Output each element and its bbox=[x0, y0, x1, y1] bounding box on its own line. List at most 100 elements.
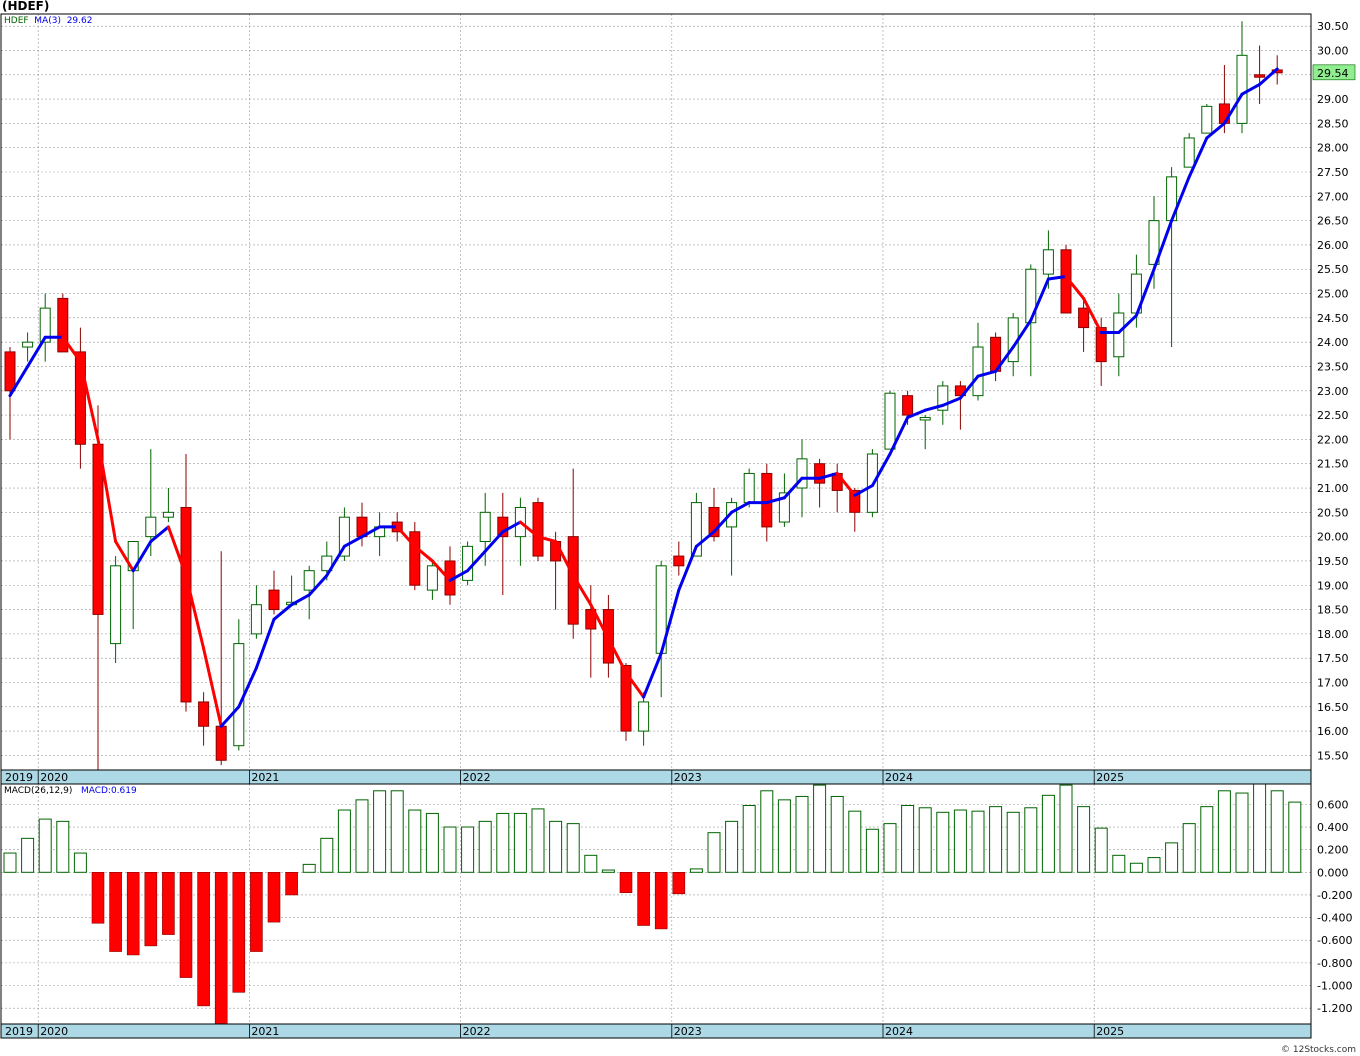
ma-segment bbox=[976, 369, 998, 378]
ma-segment bbox=[219, 705, 241, 728]
macd-bar-positive bbox=[725, 820, 739, 873]
ma-segment bbox=[958, 374, 980, 400]
candle-body-down bbox=[849, 489, 861, 513]
candle-body-up bbox=[937, 385, 949, 411]
candle bbox=[1183, 133, 1195, 168]
ma-segment bbox=[1152, 219, 1174, 271]
candle-body-up bbox=[426, 565, 438, 591]
macd-bar-positive bbox=[531, 808, 545, 873]
ma-segment bbox=[96, 437, 118, 543]
candle bbox=[22, 332, 34, 362]
ma-segment bbox=[554, 539, 575, 578]
macd-bar-negative bbox=[144, 872, 158, 947]
x-tick-label: 2019 bbox=[5, 771, 33, 784]
ma-segment bbox=[1011, 318, 1033, 349]
ma-segment bbox=[166, 525, 188, 578]
price-tick-label: 17.50 bbox=[1317, 652, 1349, 665]
macd-bar-negative bbox=[109, 872, 122, 952]
macd-bar-positive bbox=[795, 795, 809, 873]
ma-segment bbox=[1170, 175, 1191, 223]
candle-body-down bbox=[1078, 307, 1090, 329]
candle-body-down bbox=[1095, 327, 1107, 363]
macd-bar-positive bbox=[478, 820, 492, 873]
candle-body-up bbox=[1113, 312, 1125, 358]
price-tick-label: 17.00 bbox=[1317, 676, 1349, 689]
price-tick-label: 16.50 bbox=[1317, 701, 1349, 714]
price-tick-label: 27.50 bbox=[1317, 166, 1349, 179]
ma-segment bbox=[149, 525, 170, 543]
x-tick-label-macd: 2023 bbox=[674, 1025, 702, 1038]
candle-body-up bbox=[110, 565, 122, 645]
candle bbox=[145, 449, 157, 557]
macd-bar-negative bbox=[250, 872, 263, 952]
macd-bar-negative bbox=[214, 872, 228, 1025]
ma-segment bbox=[466, 549, 487, 573]
candle-body-down bbox=[902, 395, 914, 416]
macd-bar-negative bbox=[179, 872, 193, 978]
legend-ma-label: MA(3) bbox=[34, 16, 61, 26]
candle bbox=[409, 522, 421, 591]
candle-body-up bbox=[338, 516, 350, 557]
macd-bar-negative bbox=[91, 872, 105, 924]
ma-segment bbox=[994, 345, 1015, 373]
ma-segment bbox=[782, 476, 804, 500]
candle-body-up bbox=[233, 643, 245, 747]
macd-panel-frame bbox=[0, 783, 1312, 1039]
macd-tick-label: 0.400 bbox=[1317, 821, 1349, 834]
candle bbox=[919, 415, 931, 450]
macd-bar-positive bbox=[1270, 790, 1284, 873]
x-tick-label-macd: 2022 bbox=[463, 1025, 491, 1038]
ma-segment bbox=[1134, 267, 1156, 317]
price-tick-label: 24.00 bbox=[1317, 336, 1349, 349]
candle bbox=[1236, 21, 1248, 134]
macd-legend-value: MACD:0.619 bbox=[80, 786, 137, 796]
macd-bar-positive bbox=[566, 823, 580, 873]
macd-bar-positive bbox=[1041, 794, 1055, 873]
candle bbox=[338, 507, 350, 561]
candle-body-down bbox=[585, 609, 597, 630]
ma-segment bbox=[483, 530, 505, 553]
macd-bar-positive bbox=[1077, 806, 1091, 873]
x-tick-label: 2023 bbox=[674, 771, 702, 784]
ma-segment bbox=[853, 484, 874, 497]
x-tick-label-macd: 2019 bbox=[5, 1025, 33, 1038]
ma-segment bbox=[589, 603, 610, 641]
candle-body-up bbox=[39, 307, 51, 343]
candle bbox=[620, 663, 632, 741]
candle-body-down bbox=[198, 701, 210, 727]
x-tick-label: 2021 bbox=[251, 771, 279, 784]
candle-body-up bbox=[303, 570, 315, 591]
candle-body-down bbox=[215, 725, 227, 761]
macd-bar-positive bbox=[1182, 823, 1196, 873]
axes: 15.50 16.00 16.50 17.00 17.50 18.00 18.50 19.00… bbox=[5, 20, 1356, 1038]
ma-segment bbox=[1240, 82, 1262, 96]
macd-bar-positive bbox=[936, 811, 950, 873]
macd-bar-positive bbox=[425, 812, 439, 873]
ma-segment bbox=[642, 651, 663, 699]
price-tick-label: 20.50 bbox=[1317, 506, 1349, 519]
x-tick-label-macd: 2021 bbox=[251, 1025, 279, 1038]
candle-body-up bbox=[743, 472, 755, 504]
macd-bar-positive bbox=[73, 852, 87, 873]
macd-bar-positive bbox=[1024, 807, 1038, 873]
macd-bar-negative bbox=[654, 872, 668, 930]
price-tick-label: 28.00 bbox=[1317, 142, 1349, 155]
candle bbox=[74, 327, 86, 469]
x-tick-label: 2020 bbox=[40, 771, 68, 784]
macd-bar-positive bbox=[1235, 792, 1249, 873]
ma-segment bbox=[923, 403, 945, 412]
candle-body-up bbox=[972, 346, 984, 397]
candle-body-up bbox=[726, 502, 738, 528]
candle bbox=[162, 488, 174, 523]
ma-segment bbox=[1258, 67, 1279, 86]
macd-bar-positive bbox=[865, 828, 879, 873]
macd-bar-positive bbox=[3, 852, 17, 873]
macd-bar-positive bbox=[901, 805, 915, 873]
x-axis-band bbox=[1, 770, 1311, 784]
candle bbox=[1201, 103, 1213, 134]
macd-tick-label: 0.200 bbox=[1317, 844, 1349, 857]
price-tick-label: 23.00 bbox=[1317, 385, 1349, 398]
ma-segment bbox=[61, 335, 82, 364]
price-tick-label: 18.00 bbox=[1317, 628, 1349, 641]
ma-segment bbox=[1046, 275, 1068, 281]
